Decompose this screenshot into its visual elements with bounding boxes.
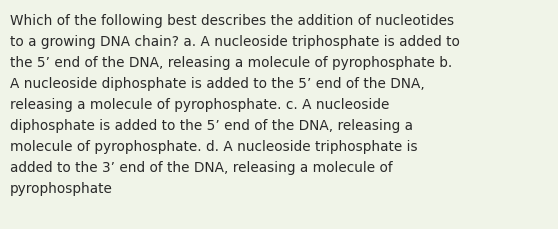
- Text: diphosphate is added to the 5’ end of the DNA, releasing a: diphosphate is added to the 5’ end of th…: [10, 118, 413, 132]
- Text: added to the 3’ end of the DNA, releasing a molecule of: added to the 3’ end of the DNA, releasin…: [10, 160, 393, 174]
- Text: Which of the following best describes the addition of nucleotides: Which of the following best describes th…: [10, 14, 454, 28]
- Text: pyrophosphate: pyrophosphate: [10, 181, 113, 195]
- Text: A nucleoside diphosphate is added to the 5’ end of the DNA,: A nucleoside diphosphate is added to the…: [10, 77, 425, 91]
- Text: the 5’ end of the DNA, releasing a molecule of pyrophosphate b.: the 5’ end of the DNA, releasing a molec…: [10, 56, 452, 70]
- Text: to a growing DNA chain? a. A nucleoside triphosphate is added to: to a growing DNA chain? a. A nucleoside …: [10, 35, 460, 49]
- Text: molecule of pyrophosphate. d. A nucleoside triphosphate is: molecule of pyrophosphate. d. A nucleosi…: [10, 139, 417, 153]
- Text: releasing a molecule of pyrophosphate. c. A nucleoside: releasing a molecule of pyrophosphate. c…: [10, 98, 389, 112]
